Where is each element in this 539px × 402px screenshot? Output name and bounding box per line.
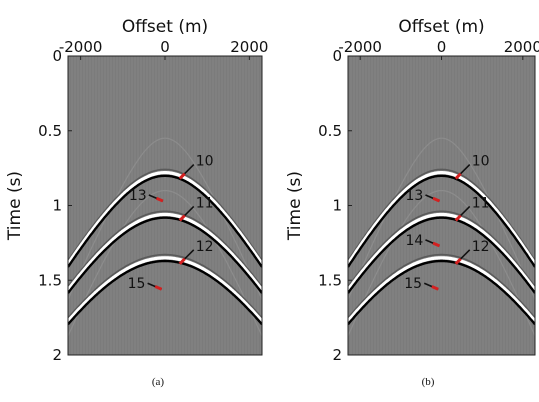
arrow-11-head (454, 214, 462, 222)
arrow-10 (178, 164, 195, 180)
faint-event-1 (68, 137, 262, 300)
event-1-peak (68, 171, 262, 265)
gather-background (68, 56, 262, 355)
arrow-12 (454, 249, 471, 265)
y-tick-label: 1.5 (318, 271, 342, 289)
arrow-15 (423, 282, 439, 291)
event-2-trough (348, 216, 535, 294)
event-1-peak (348, 171, 535, 265)
arrow-14 (425, 239, 441, 248)
event-3-peak (348, 256, 535, 323)
arrow-11 (178, 205, 195, 222)
event-2-peak (68, 212, 262, 291)
plot-area (348, 137, 535, 337)
arrow-12-head (178, 257, 186, 265)
arrow-label-11: 11 (472, 195, 490, 211)
arrow-10 (454, 164, 471, 180)
faint-event-2 (348, 190, 535, 337)
y-tick-label: 1 (52, 197, 62, 215)
faint-event-1 (348, 137, 535, 300)
y-tick-label: 0 (52, 47, 62, 65)
y-tick-label: 1.5 (38, 271, 62, 289)
arrow-14-head (432, 241, 441, 248)
arrow-10-head (454, 172, 462, 180)
x-tick-label: -2000 (59, 38, 103, 56)
arrow-label-14: 14 (405, 233, 423, 249)
arrow-label-13: 13 (405, 188, 423, 204)
x-tick-label: 2000 (504, 38, 539, 56)
x-axis-label: Offset (m) (122, 17, 208, 37)
arrow-label-12: 12 (196, 239, 214, 255)
gather-background (348, 56, 535, 355)
event-3-trough (348, 259, 535, 326)
arrow-10-head (178, 172, 186, 180)
x-tick-label: 0 (160, 38, 170, 56)
event-2-trough (68, 216, 262, 294)
y-tick-label: 0.5 (38, 122, 62, 140)
event-1-trough (348, 174, 535, 268)
arrow-12 (178, 249, 195, 265)
event-3-sidelobe (68, 253, 262, 319)
arrow-15-head (431, 285, 439, 291)
x-axis-label: Offset (m) (398, 17, 484, 37)
arrow-label-10: 10 (196, 154, 214, 170)
arrow-11 (454, 205, 471, 222)
event-2-peak (348, 212, 535, 291)
arrow-12-head (454, 257, 462, 265)
arrow-label-12: 12 (472, 239, 490, 255)
x-tick-label: 0 (437, 38, 447, 56)
arrow-15 (147, 282, 163, 291)
arrow-13-head (432, 196, 441, 203)
faint-event-2 (68, 190, 262, 337)
arrow-13-head (155, 196, 164, 203)
event-2-sidelobe (348, 210, 535, 288)
y-tick-label: 0 (332, 47, 342, 65)
y-tick-label: 2 (332, 346, 342, 364)
y-axis-label: Time (s) (285, 171, 305, 241)
event-3-peak (68, 256, 262, 323)
x-tick-label: -2000 (338, 38, 382, 56)
arrow-label-15: 15 (404, 276, 422, 292)
y-tick-label: 1 (332, 197, 342, 215)
event-1-sidelobe (68, 168, 262, 261)
arrow-11-head (178, 214, 186, 222)
event-3-sidelobe (348, 253, 535, 319)
event-3-trough (68, 259, 262, 326)
y-tick-label: 0.5 (318, 122, 342, 140)
arrow-label-13: 13 (129, 188, 147, 204)
x-tick-label: 2000 (230, 38, 268, 56)
panel-caption: (b) (422, 376, 435, 388)
y-tick-label: 2 (52, 346, 62, 364)
event-1-sidelobe (348, 168, 535, 261)
event-1-trough (68, 174, 262, 268)
event-2-sidelobe (68, 210, 262, 288)
arrow-label-10: 10 (472, 154, 490, 170)
arrow-15-head (154, 285, 163, 291)
arrow-label-11: 11 (196, 195, 214, 211)
arrow-13 (425, 194, 441, 203)
y-axis-label: Time (s) (5, 171, 25, 241)
arrow-13 (148, 194, 164, 203)
arrow-label-15: 15 (128, 276, 146, 292)
plot-area (68, 137, 262, 337)
panel-caption: (a) (152, 376, 165, 388)
